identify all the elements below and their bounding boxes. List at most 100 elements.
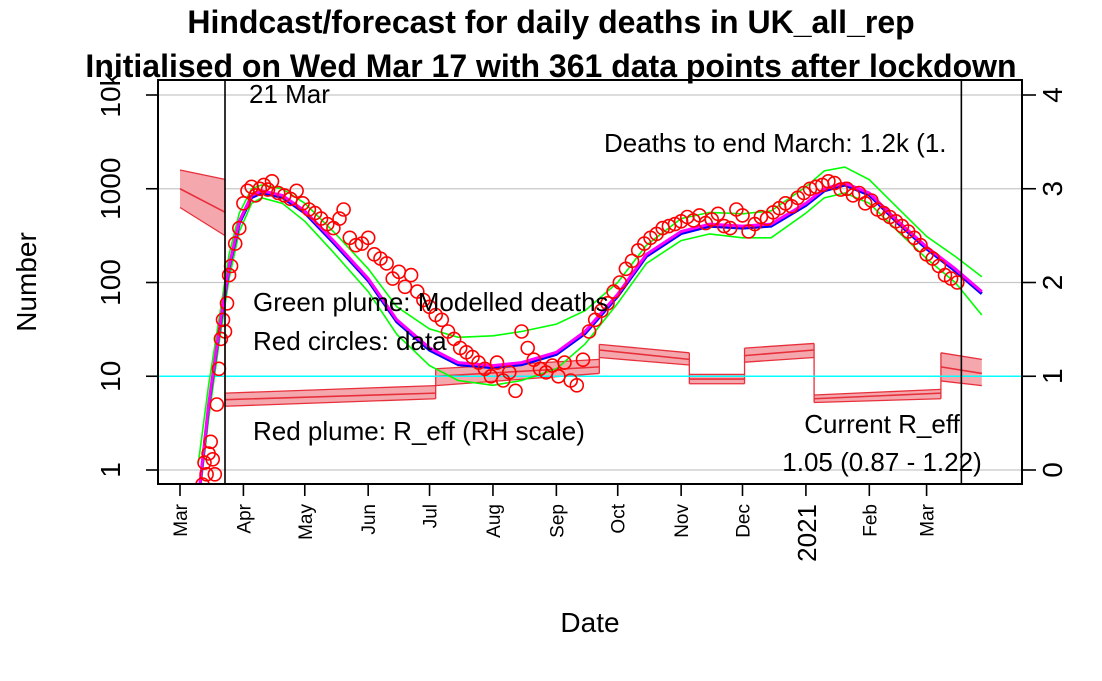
x-tick-label: Dec [734,504,755,538]
red-plume-legend: Red plume: R_eff (RH scale) [253,416,585,446]
data-point [710,206,726,222]
y-axis-left: 1 10 100 1000 10k [95,71,158,478]
r-plume-upper [224,384,436,394]
r-plume-mid [435,366,600,378]
data-point [219,295,235,311]
current-r-value: 1.05 (0.87 - 1.22) [782,447,981,477]
r-plume-upper [814,388,941,396]
data-point [821,174,836,189]
data-point [434,312,450,328]
data-point [575,352,591,368]
y-axis-title: Number [11,232,42,332]
data-point [716,218,732,234]
data-point [252,181,268,197]
y-axis-right: 0 1 2 3 4 [1022,87,1068,478]
x-axis-title: Date [560,607,619,638]
data-points [195,174,965,484]
data-point [557,355,572,370]
data-point [260,182,276,197]
r-plume-lower [179,206,226,237]
r-plume-mid [814,392,941,400]
r-plume-mid [179,188,226,213]
r-plume-lower [744,356,815,363]
data-point [270,185,286,201]
chart-subtitle: Initialised on Wed Mar 17 with 361 data … [85,48,1017,84]
r-plume-mid [599,349,690,361]
y2-tick-label: 0 [1037,462,1068,478]
data-point [348,237,364,253]
x-tick-label: Aug [484,504,505,538]
y2-tick-label: 2 [1037,275,1068,291]
x-tick-label: Oct [609,503,630,533]
data-point [360,230,376,246]
chart-title: Hindcast/forecast for daily deaths in UK… [187,4,915,40]
data-point [661,218,677,234]
x-tick-label: Apr [234,503,255,533]
y2-tick-label: 3 [1037,181,1068,197]
data-point [227,236,243,251]
data-point [624,253,640,269]
data-point [215,312,231,328]
data-point [197,455,212,470]
data-point [569,377,585,393]
y2-tick-label: 1 [1037,368,1068,384]
r-plume-upper [744,342,815,349]
x-tick-label: Mar [918,503,939,536]
data-point [403,267,419,283]
data-point [264,174,280,189]
r-plume-lower [814,398,941,404]
data-point [203,434,218,450]
data-point [600,295,615,311]
data-point [232,220,247,236]
data-point [289,183,304,199]
title-block: Hindcast/forecast for daily deaths in UK… [0,0,1102,88]
x-tick-label: May [296,504,317,540]
r-plume-mid [744,349,815,357]
data-point [489,355,505,370]
data-point [514,324,529,339]
x-axis: Mar Apr May Jun Jul Aug Sep Oct Nov Dec 2021 Feb Mar [171,484,939,562]
data-point [397,279,413,295]
data-point [845,188,861,203]
data-point [221,267,237,283]
data-point [735,208,750,223]
data-point [508,383,523,399]
x-tick-label: Jun [359,504,380,535]
lockdown-label: 21 Mar [249,79,330,109]
r-plume-band [180,170,225,236]
r-plume-upper [179,169,226,181]
x-tick-label: Sep [547,504,568,538]
data-point [199,466,214,482]
y-tick-label: 1000 [95,158,126,220]
green-plume-legend: Green plume: Modelled deaths [253,287,609,317]
x-tick-label: Feb [860,504,881,537]
y-tick-label: 10 [95,361,126,392]
x-tick-label: Nov [672,504,693,538]
current-r-label: Current R_eff [804,409,960,439]
data-point [205,451,220,467]
x-tick-label: Jul [421,504,442,528]
deaths-to-end-label: Deaths to end March: 1.2k (1. [604,128,947,158]
r-plume-lower [224,398,436,407]
data-point [581,324,597,339]
data-point [256,177,272,193]
data-point [753,209,769,225]
y-tick-label: 10k [95,71,126,117]
data-point [336,202,351,217]
data-point [612,275,628,290]
data-point [833,182,849,197]
data-point [722,220,738,236]
data-point [520,340,536,356]
x-tick-label: Mar [171,503,192,536]
y-tick-label: 100 [95,259,126,306]
data-point [207,466,223,482]
r-plume-mid [224,392,436,401]
r-eff-plume [179,169,982,407]
data-point [195,477,210,484]
data-point [949,275,965,290]
data-point [332,211,347,226]
r-plume-lower [599,356,690,366]
x-tick-label: 2021 [792,504,822,562]
data-point [213,331,229,347]
